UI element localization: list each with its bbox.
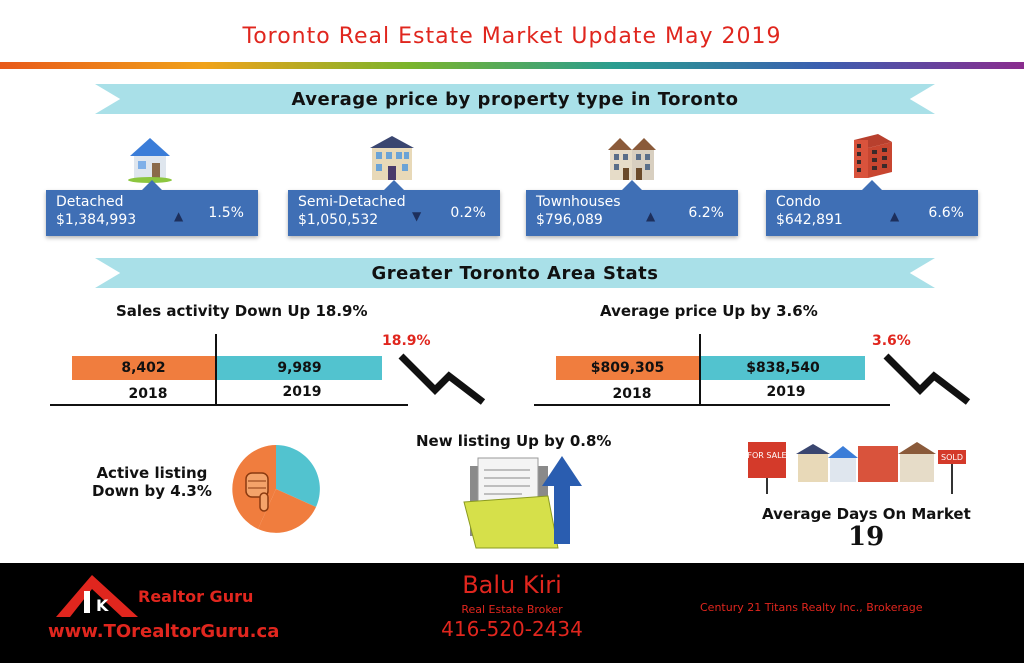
arrow-down-icon: ▼ (412, 209, 422, 223)
footer: K Realtor Guru www.TOrealtorGuru.ca Balu… (0, 563, 1024, 663)
avg-price-change: 3.6% (872, 333, 911, 349)
year-label: 2018 (128, 386, 168, 402)
divider (699, 334, 701, 404)
page-title: Toronto Real Estate Market Update May 20… (242, 24, 782, 49)
active-listing-line1: Active listing (96, 464, 208, 482)
divider (215, 334, 217, 404)
property-change: 6.6% (928, 205, 964, 221)
active-listing-line2: Down by 4.3% (92, 482, 212, 500)
sales-2019-bar: 9,989 (217, 356, 382, 380)
semi-detached-house-icon (370, 136, 414, 180)
avg-price-2019-bar: $838,540 (701, 356, 865, 380)
property-type: Detached (56, 194, 124, 210)
condo-building-icon (854, 134, 892, 178)
folder-upload-icon (463, 456, 582, 549)
axis-line (534, 404, 890, 406)
sold-sign: SOLD (941, 453, 963, 462)
property-card-semi-detached: Semi-Detached $1,050,532 ▼ 0.2% (288, 180, 500, 236)
phone-number[interactable]: 416-520-2434 (441, 617, 583, 641)
property-card-townhouses: Townhouses $796,089 ▲ 6.2% (526, 180, 738, 236)
detached-house-icon (128, 138, 172, 183)
avg-price-2018-bar: $809,305 (556, 356, 699, 380)
arrow-up-icon: ▲ (646, 209, 656, 223)
section-ribbon-gta-stats: Greater Toronto Area Stats (95, 258, 935, 288)
year-label: 2019 (282, 384, 322, 400)
property-price: $642,891 (776, 212, 843, 228)
property-price: $1,384,993 (56, 212, 137, 228)
property-type: Condo (776, 194, 821, 210)
rainbow-divider (0, 62, 1024, 69)
section-ribbon-property-prices: Average price by property type in Toront… (95, 84, 935, 114)
days-on-market-value: 19 (848, 522, 885, 552)
axis-line (50, 404, 408, 406)
agent-title: Real Estate Broker (461, 603, 563, 616)
new-listing-title: New listing Up by 0.8% (416, 432, 612, 450)
arrow-up-icon: ▲ (174, 209, 184, 223)
avg-price-title: Average price Up by 3.6% (600, 302, 818, 320)
section-title: Greater Toronto Area Stats (371, 262, 659, 284)
brand-name: Realtor Guru (138, 587, 254, 606)
property-price: $1,050,532 (298, 212, 379, 228)
active-listing-label: Active listing Down by 4.3% (92, 464, 212, 500)
website-link[interactable]: www.TOrealtorGuru.ca (48, 621, 280, 642)
houses-for-sale-icon: FOR SALE SOLD (747, 442, 966, 494)
svg-text:K: K (96, 596, 109, 615)
property-change: 0.2% (450, 205, 486, 221)
section-title: Average price by property type in Toront… (291, 88, 739, 110)
sales-2018-bar: 8,402 (72, 356, 215, 380)
property-card-condo: Condo $642,891 ▲ 6.6% (766, 180, 978, 236)
sales-activity-title: Sales activity Down Up 18.9% (116, 302, 368, 320)
pie-chart-icon (232, 445, 320, 533)
for-sale-sign: FOR SALE (747, 451, 786, 460)
townhouse-icon (608, 138, 656, 180)
arrow-up-icon: ▲ (890, 209, 900, 223)
zigzag-arrow-icon (883, 353, 971, 405)
sales-change: 18.9% (382, 333, 431, 349)
property-change: 6.2% (688, 205, 724, 221)
year-label: 2019 (766, 384, 806, 400)
zigzag-arrow-icon (398, 353, 486, 405)
property-price: $796,089 (536, 212, 603, 228)
realtor-guru-logo-icon: K (56, 575, 138, 617)
property-card-detached: Detached $1,384,993 ▲ 1.5% (46, 180, 258, 236)
property-type: Semi-Detached (298, 194, 406, 210)
property-change: 1.5% (208, 205, 244, 221)
thumbs-down-icon (245, 472, 269, 512)
days-on-market-label: Average Days On Market (762, 505, 971, 523)
agent-name: Balu Kiri (462, 571, 562, 599)
brokerage-name: Century 21 Titans Realty Inc., Brokerage (700, 601, 923, 614)
property-type: Townhouses (536, 194, 621, 210)
year-label: 2018 (612, 386, 652, 402)
